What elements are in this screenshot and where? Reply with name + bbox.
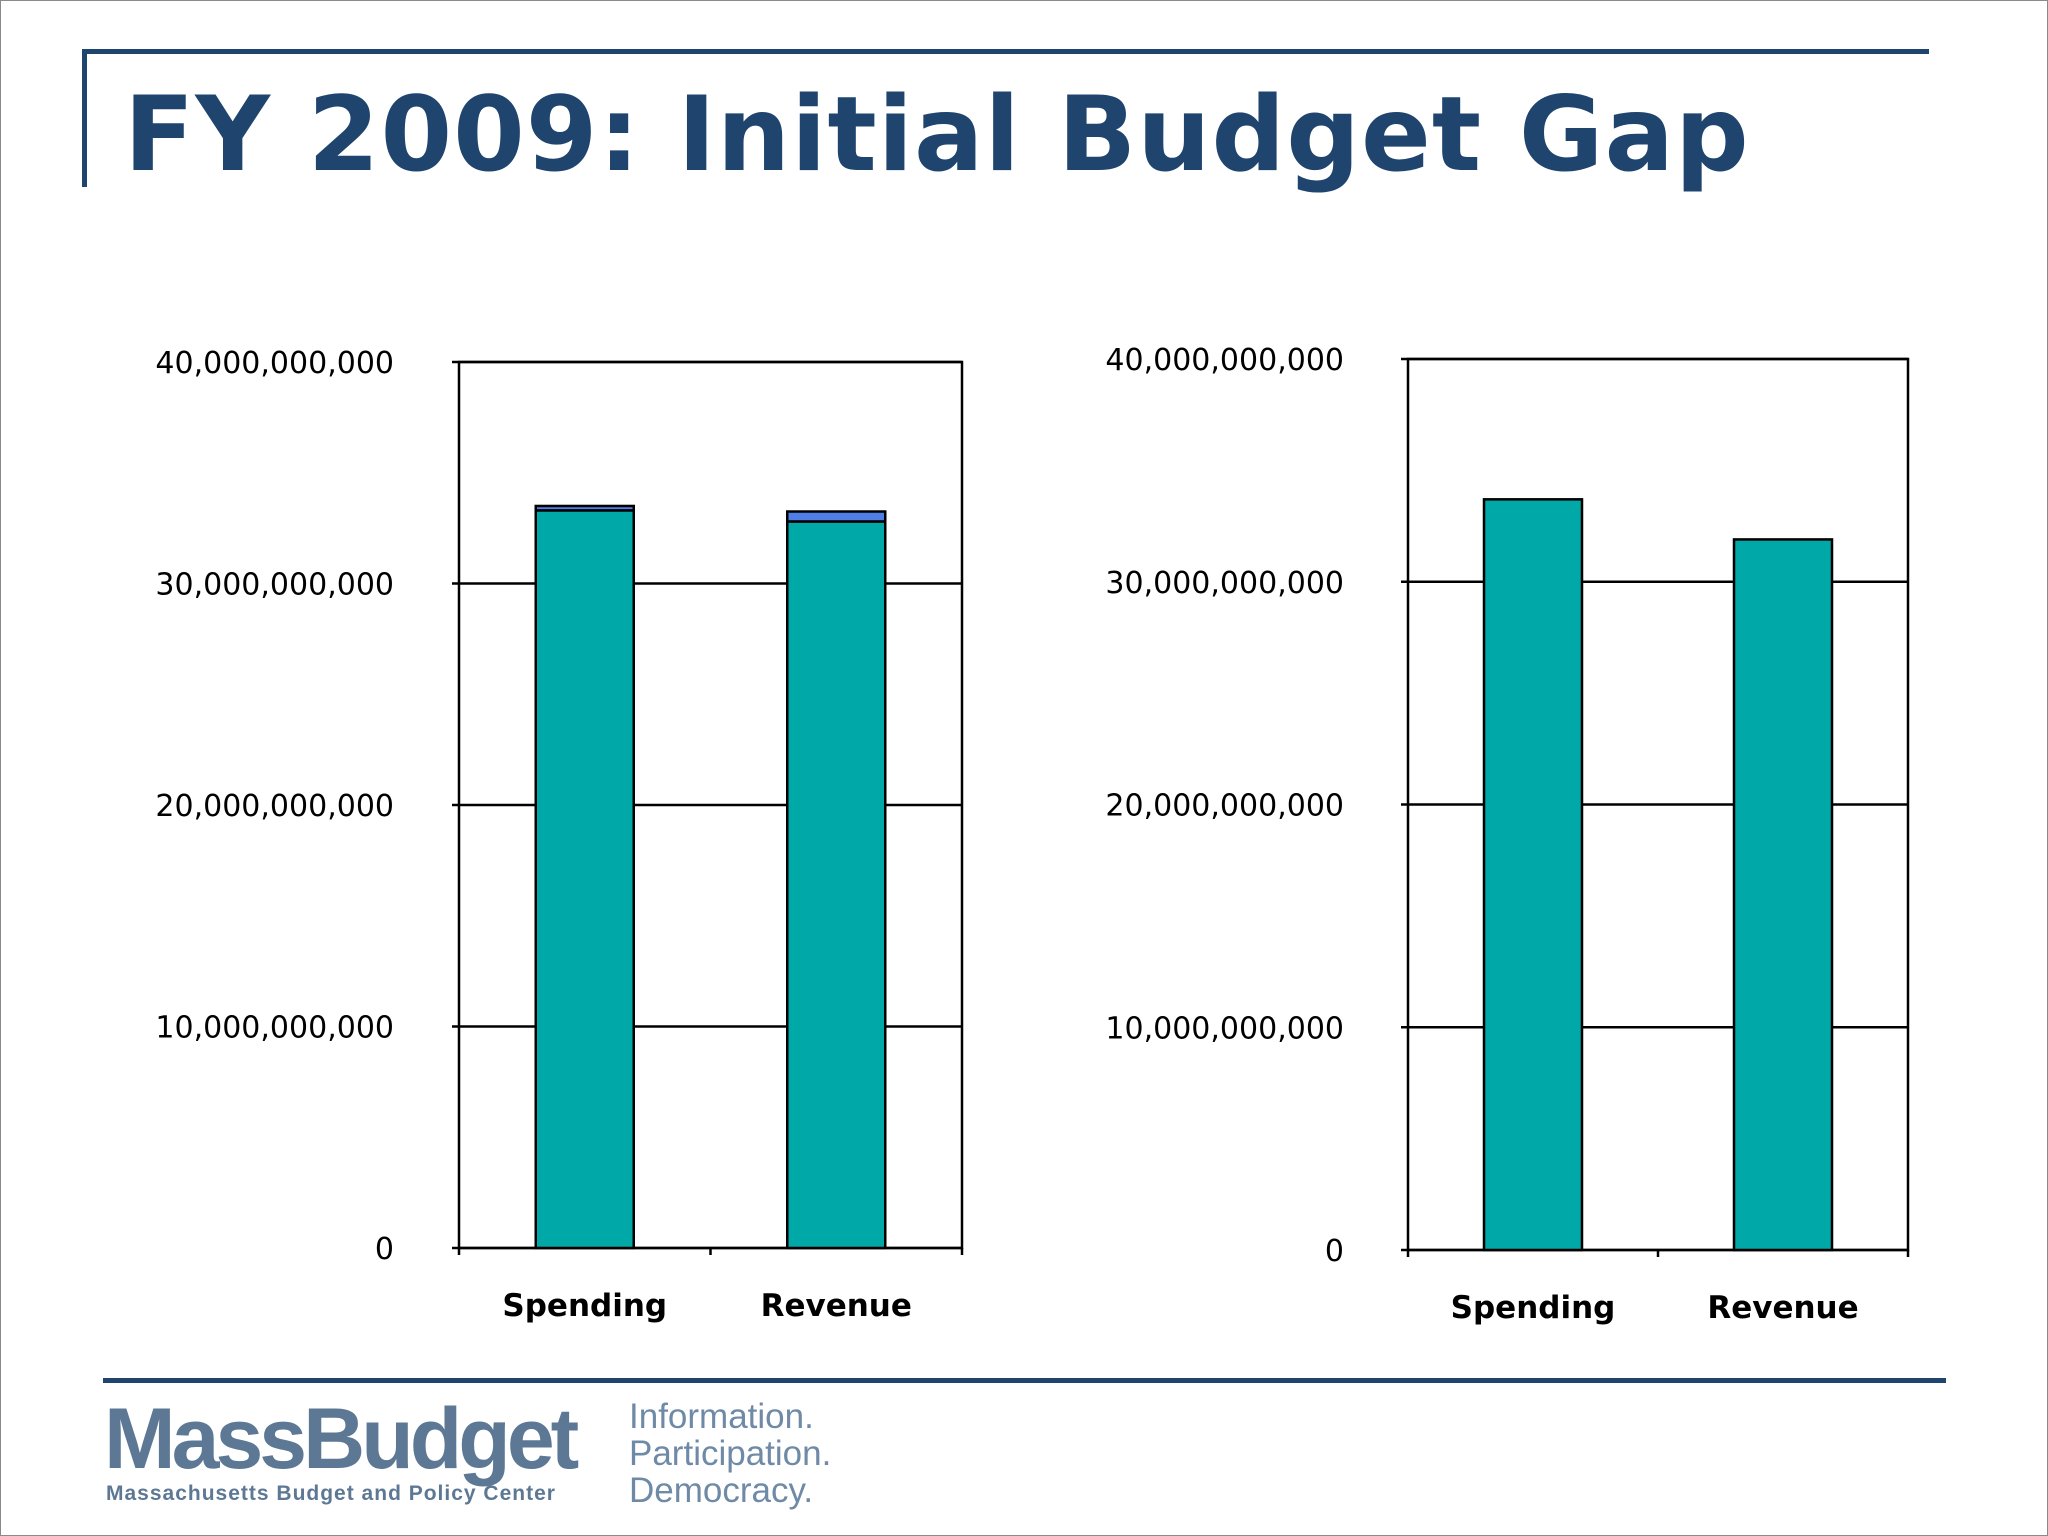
massbudget-logo: MassBudget bbox=[104, 1391, 579, 1487]
y-tick-label: 40,000,000,000 bbox=[1105, 343, 1344, 378]
category-label-spending: Spending bbox=[502, 1288, 667, 1324]
tagline-line-2: Participation. bbox=[629, 1434, 832, 1473]
bar-spending-series-1 bbox=[1482, 498, 1584, 1252]
bar-revenue-series-1 bbox=[786, 520, 887, 1250]
category-label-spending: Spending bbox=[1451, 1290, 1616, 1326]
y-tick-label: 0 bbox=[1325, 1234, 1344, 1269]
y-tick-label: 10,000,000,000 bbox=[1105, 1011, 1344, 1046]
chart-2: 0 10,000,000,000 20,000,000,000 30,000,000,… bbox=[1105, 343, 1910, 1326]
page-title: FY 2009: Initial Budget Gap bbox=[124, 75, 1750, 195]
y-tick-label: 40,000,000,000 bbox=[155, 346, 394, 381]
y-tick-label: 30,000,000,000 bbox=[1105, 566, 1344, 601]
y-tick-label: 20,000,000,000 bbox=[1105, 789, 1344, 824]
tagline: Information. Participation. Democracy. bbox=[629, 1398, 831, 1509]
category-label-revenue: Revenue bbox=[761, 1288, 912, 1324]
category-label-revenue: Revenue bbox=[1707, 1290, 1858, 1326]
title-rule-top bbox=[82, 49, 1929, 54]
y-tick-label: 30,000,000,000 bbox=[155, 568, 394, 603]
bar-revenue-series-1 bbox=[1732, 538, 1834, 1252]
bar-charts: 0 10,000,000,000 20,000,000,000 30,000,000,… bbox=[155, 343, 1910, 1326]
y-tick-label: 0 bbox=[375, 1232, 394, 1267]
y-tick-label: 20,000,000,000 bbox=[155, 789, 394, 824]
tagline-line-1: Information. bbox=[629, 1397, 814, 1436]
footer-rule bbox=[103, 1378, 1946, 1383]
bar-spending-series-1 bbox=[534, 509, 635, 1250]
bar-revenue-series-2 bbox=[786, 510, 887, 523]
bar-spending-series-2 bbox=[534, 504, 635, 512]
title-rule-left bbox=[82, 49, 87, 187]
y-tick-label: 10,000,000,000 bbox=[155, 1011, 394, 1046]
chart-1: 0 10,000,000,000 20,000,000,000 30,000,000,… bbox=[155, 346, 964, 1324]
tagline-line-3: Democracy. bbox=[629, 1471, 814, 1510]
logo-subtitle: Massachusetts Budget and Policy Center bbox=[106, 1482, 556, 1505]
